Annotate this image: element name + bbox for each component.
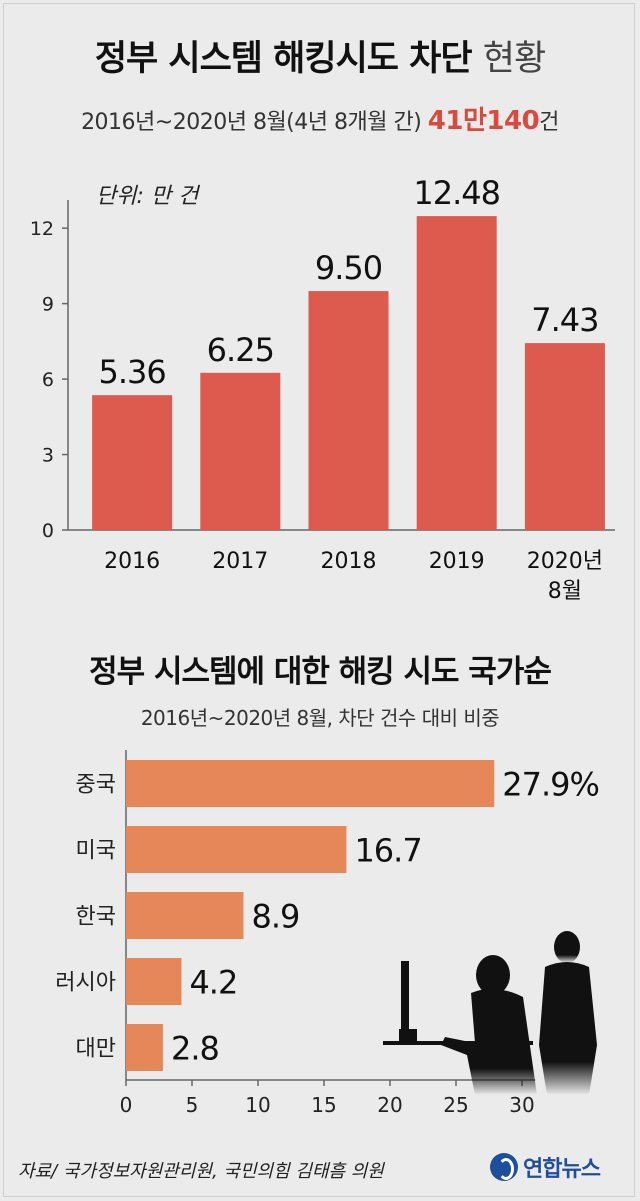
y-tick-label: 미국: [76, 839, 116, 864]
title-bold: 정부 시스템 해킹시도 차단: [94, 39, 473, 79]
title-light: 현황: [482, 39, 546, 79]
bar: [126, 892, 244, 939]
yearly-bar-chart: 0 3 6 9 12 5.36 2016 6.25 2017 9.50 2018 12.48 2019 7…: [30, 174, 615, 604]
x-tick-label: 5: [186, 1093, 199, 1117]
source-note: 자료/ 국가정보자원관리원, 국민의힘 김태흠 의원: [18, 1161, 384, 1182]
yonhap-logo: 연합뉴스: [490, 1150, 601, 1184]
bar-value-label: 6.25: [207, 331, 274, 369]
x-tick-label: 25: [443, 1093, 468, 1117]
logo-text: 연합뉴스: [523, 1157, 601, 1182]
bar: [524, 343, 605, 530]
country-chart-title: 정부 시스템에 대한 해킹 시도 국가순: [89, 654, 552, 690]
x-tick-label: 8월: [548, 579, 582, 604]
bar: [200, 372, 281, 530]
bar-value-label: 12.48: [413, 174, 500, 212]
subtitle-suffix: 건: [539, 110, 559, 135]
yonhap-logo-icon: [490, 1153, 518, 1181]
bar-value-label: 2.8: [171, 1030, 219, 1068]
y-tick-label: 중국: [76, 773, 116, 798]
page-subtitle: 2016년~2020년 8월(4년 8개월 간) 41만140건: [0, 100, 640, 137]
bar: [92, 395, 173, 530]
x-tick-label: 2020년: [527, 549, 603, 574]
y-tick-label: 3: [42, 445, 54, 467]
bar-value-label: 7.43: [531, 301, 598, 339]
bar: [126, 826, 347, 873]
bar-value-label: 9.50: [315, 249, 382, 287]
bar: [126, 760, 495, 807]
bar: [416, 216, 497, 531]
subtitle-highlight: 41만140: [427, 106, 540, 136]
y-tick-label: 6: [42, 369, 54, 391]
y-tick-label: 0: [42, 520, 54, 542]
subtitle-prefix: 2016년~2020년 8월(4년 8개월 간): [81, 110, 422, 135]
infographic-frame: [3, 3, 635, 1197]
bar-value-label: 16.7: [354, 832, 421, 870]
unit-label: 단위: 만 건: [96, 184, 199, 209]
y-tick-label: 러시아: [55, 971, 116, 996]
x-tick-label: 0: [120, 1093, 133, 1117]
bar-value-label: 8.9: [251, 898, 299, 936]
bar-value-label: 4.2: [189, 964, 237, 1002]
country-chart-subtitle: 2016년~2020년 8월, 차단 건수 대비 비중: [140, 706, 500, 730]
x-tick-label: 2017: [212, 549, 268, 574]
x-tick-label: 2019: [429, 549, 485, 574]
y-tick-label: 9: [42, 294, 54, 316]
country-bar-chart: 0 5 10 15 20 25 30 27.9% 중국 16.7 미국 8.9 한국 4.2 러시아 2.8 대…: [55, 750, 600, 1117]
y-tick-label: 12: [30, 218, 54, 240]
x-tick-label: 2018: [321, 549, 377, 574]
x-tick-label: 10: [245, 1093, 270, 1117]
hacker-silhouette-icon: [383, 931, 597, 1095]
y-tick-label: 대만: [76, 1037, 116, 1062]
bar-value-label: 5.36: [98, 353, 165, 391]
bar-value-label: 27.9%: [502, 766, 599, 804]
page-title: 정부 시스템 해킹시도 차단 현황: [0, 30, 640, 81]
y-tick-label: 한국: [76, 905, 116, 930]
bar: [308, 291, 389, 530]
bar: [126, 958, 182, 1005]
bar: [126, 1024, 163, 1071]
x-tick-label: 15: [311, 1093, 336, 1117]
x-tick-label: 20: [377, 1093, 402, 1117]
x-tick-label: 30: [509, 1093, 534, 1117]
x-tick-label: 2016: [104, 549, 160, 574]
